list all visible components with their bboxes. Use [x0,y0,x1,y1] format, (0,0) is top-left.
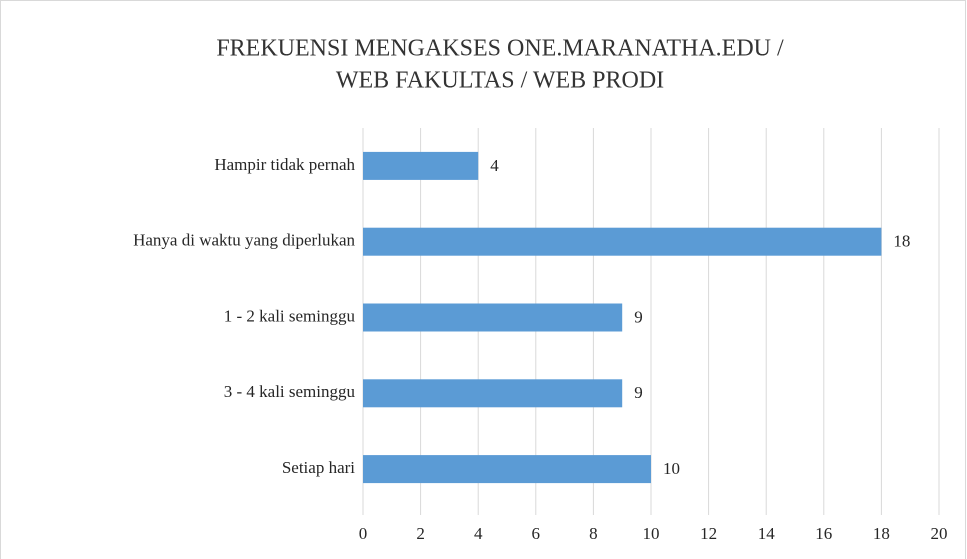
bar [363,379,623,408]
y-tick-label: Hanya di waktu yang diperlukan [133,231,355,250]
x-tick-label: 0 [359,524,368,543]
x-tick-label: 12 [700,524,717,543]
y-tick-label: Setiap hari [282,458,355,477]
x-tick-label: 4 [474,524,483,543]
bar [363,303,623,332]
y-tick-label: 1 - 2 kali seminggu [224,306,356,325]
x-tick-label: 18 [873,524,890,543]
data-label: 4 [490,156,499,175]
x-tick-label: 6 [532,524,541,543]
x-tick-label: 2 [416,524,425,543]
chart-title: WEB FAKULTAS / WEB PRODI [336,68,664,94]
x-tick-label: 8 [589,524,598,543]
chart-title: FREKUENSI MENGAKSES ONE.MARANATHA.EDU / [216,36,784,62]
x-tick-label: 14 [758,524,776,543]
x-tick-label: 20 [931,524,948,543]
bar [363,455,651,484]
data-label: 9 [634,383,643,402]
y-tick-label: Hampir tidak pernah [214,155,355,174]
x-tick-label: 16 [815,524,832,543]
data-label: 9 [634,307,643,326]
bar [363,151,479,180]
y-tick-label: 3 - 4 kali seminggu [224,382,356,401]
x-tick-label: 10 [643,524,660,543]
data-label: 18 [893,232,910,251]
bar [363,227,882,256]
data-label: 10 [663,459,680,478]
